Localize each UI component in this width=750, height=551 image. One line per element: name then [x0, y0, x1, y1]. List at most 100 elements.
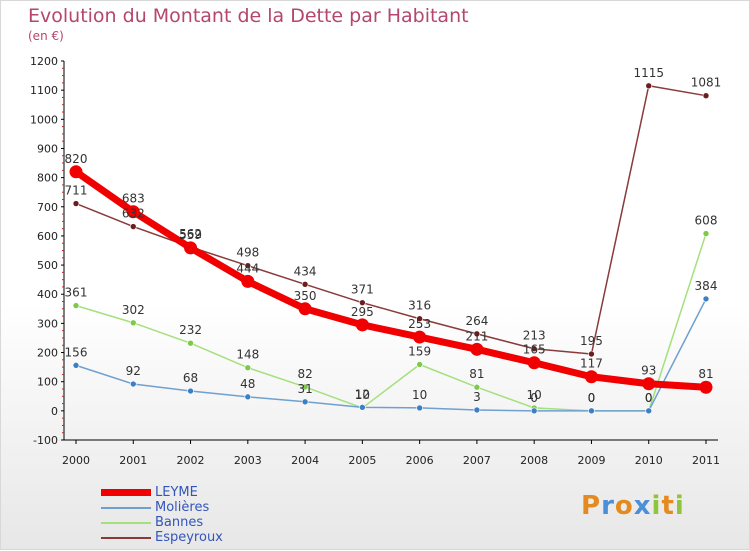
data-label: 31 [297, 382, 312, 396]
data-point [588, 350, 595, 358]
data-point [72, 200, 80, 207]
data-point [244, 364, 252, 371]
data-label: 10 [412, 388, 427, 402]
data-point [699, 380, 713, 394]
legend-label-molieres: Molières [155, 500, 210, 515]
data-label: 232 [179, 323, 202, 337]
data-label: 81 [698, 367, 713, 381]
data-point [69, 165, 83, 179]
data-point [645, 407, 653, 415]
data-point [416, 315, 423, 323]
logo-letter: i [651, 491, 662, 521]
data-label: 608 [695, 214, 718, 228]
x-tick-label: 2007 [463, 454, 491, 467]
data-label: 295 [351, 305, 374, 319]
data-point [527, 356, 541, 370]
data-point [473, 383, 481, 391]
data-point [129, 223, 137, 230]
data-label: 711 [65, 184, 88, 198]
data-label: 93 [641, 364, 656, 378]
data-point [416, 404, 423, 412]
data-label: 48 [240, 377, 255, 391]
data-label: 12 [355, 387, 370, 401]
logo-letter: t [661, 491, 675, 521]
logo-letter: x [633, 491, 652, 521]
y-tick-label: 500 [37, 259, 58, 272]
data-point [72, 302, 80, 309]
data-label: 0 [645, 391, 653, 405]
data-point [413, 330, 427, 344]
data-point [187, 387, 194, 395]
data-label: 82 [297, 367, 312, 381]
data-point [355, 318, 369, 332]
data-label: 444 [236, 261, 259, 275]
y-tick-label: 400 [37, 288, 58, 301]
data-point [645, 82, 653, 90]
data-point [642, 377, 656, 391]
x-tick-label: 2003 [234, 454, 262, 467]
data-label: 159 [408, 344, 431, 358]
logo-letter: r [601, 491, 615, 521]
x-tick-label: 2010 [635, 454, 663, 467]
x-tick-label: 2009 [577, 454, 605, 467]
data-label: 81 [469, 367, 484, 381]
data-point [301, 398, 309, 406]
y-tick-label: 1100 [30, 84, 58, 97]
data-label: 213 [523, 329, 546, 343]
data-label: 3 [473, 390, 481, 404]
data-label: 117 [580, 357, 603, 371]
logo-letter: o [614, 491, 634, 521]
data-label: 195 [580, 334, 603, 348]
legend-swatch-leyme [101, 489, 151, 496]
data-label: 371 [351, 283, 374, 297]
y-tick-label: 600 [37, 230, 58, 243]
data-label: 0 [588, 391, 596, 405]
data-label: 632 [122, 207, 145, 221]
data-point [187, 339, 194, 347]
x-tick-label: 2002 [177, 454, 205, 467]
x-tick-label: 2000 [62, 454, 90, 467]
data-label: 0 [588, 391, 596, 405]
data-label: 1081 [691, 76, 722, 90]
legend-swatch-espeyroux [101, 537, 151, 539]
data-point [702, 92, 710, 99]
legend-label-bannes: Bannes [155, 515, 204, 530]
data-point [126, 205, 140, 219]
data-label: 434 [294, 264, 317, 278]
data-label: 92 [126, 364, 141, 378]
x-tick-label: 2004 [291, 454, 319, 467]
data-label: 498 [236, 246, 259, 260]
y-tick-label: 200 [37, 347, 58, 360]
data-point [588, 407, 595, 415]
y-tick-label: 300 [37, 317, 58, 330]
x-tick-label: 2001 [119, 454, 147, 467]
data-label: 562 [179, 227, 202, 241]
y-tick-label: 800 [37, 172, 58, 185]
data-label: 316 [408, 299, 431, 313]
data-label: 156 [65, 345, 88, 359]
data-label: 384 [695, 279, 718, 293]
data-point [241, 274, 255, 288]
data-point [359, 299, 366, 306]
data-point [244, 262, 252, 269]
data-label: 350 [294, 289, 317, 303]
series-line-molières [75, 298, 707, 412]
data-label: 361 [65, 286, 88, 300]
logo-letter: i [674, 491, 685, 521]
data-point [301, 281, 309, 288]
y-tick-label: 1200 [30, 55, 58, 68]
data-label: 683 [122, 192, 145, 206]
data-point [129, 380, 137, 388]
data-point [416, 361, 423, 368]
data-label: 211 [465, 329, 488, 343]
data-point [184, 241, 198, 255]
data-point [530, 345, 538, 353]
x-tick-label: 2011 [692, 454, 720, 467]
data-point [301, 383, 309, 391]
logo-letter: P [581, 491, 602, 521]
data-point [702, 295, 710, 303]
x-tick-label: 2005 [348, 454, 376, 467]
data-label: 165 [523, 343, 546, 357]
